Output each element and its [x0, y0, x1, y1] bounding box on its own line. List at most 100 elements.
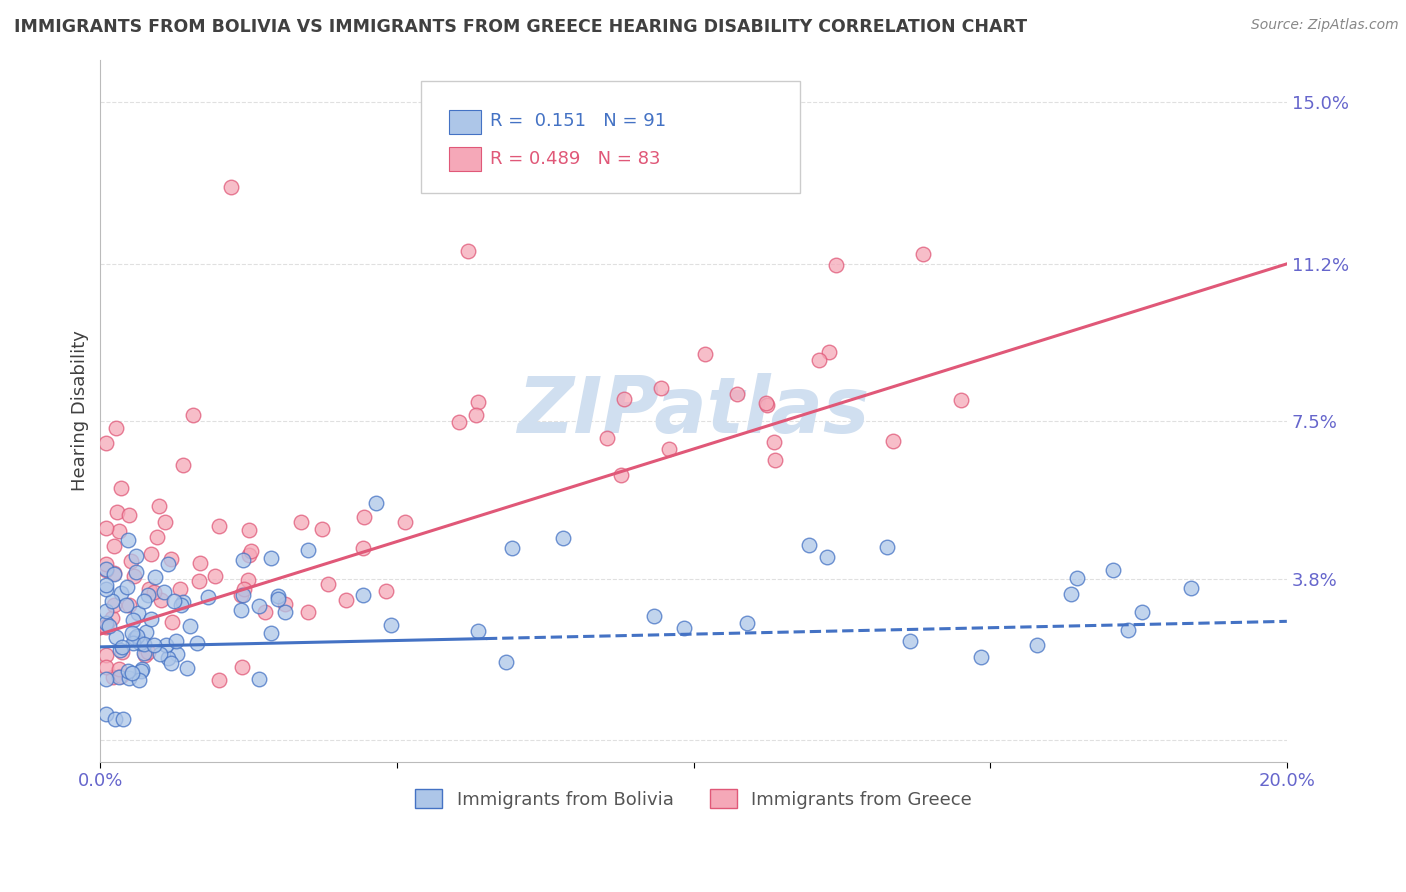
Point — [96, 582, 118, 596]
Point — [297, 543, 319, 558]
Point — [127, 606, 149, 620]
Point — [134, 648, 156, 663]
Point — [467, 395, 489, 409]
Point — [96, 673, 118, 687]
Point — [1130, 605, 1153, 619]
Point — [197, 591, 219, 605]
Point — [96, 616, 118, 631]
Point — [108, 663, 131, 677]
Legend: Immigrants from Bolivia, Immigrants from Greece: Immigrants from Bolivia, Immigrants from… — [408, 782, 979, 816]
Point — [824, 259, 846, 273]
Point — [233, 582, 256, 596]
Point — [122, 636, 145, 650]
Point — [232, 553, 254, 567]
Point — [267, 589, 290, 603]
Point — [366, 496, 388, 510]
Point — [125, 549, 148, 563]
Point — [236, 573, 259, 587]
Point — [107, 524, 129, 538]
Point — [172, 458, 194, 473]
Point — [290, 515, 312, 529]
Point — [96, 562, 118, 576]
Point — [96, 435, 118, 450]
Point — [238, 549, 260, 563]
FancyBboxPatch shape — [449, 147, 481, 171]
Point — [596, 431, 619, 445]
Point — [353, 510, 375, 524]
Point — [449, 415, 471, 429]
Point — [1026, 638, 1049, 652]
Point — [120, 554, 142, 568]
Point — [103, 598, 125, 612]
Point — [254, 605, 277, 619]
Point — [643, 609, 665, 624]
Point — [110, 481, 132, 495]
Point — [756, 398, 779, 412]
Point — [160, 552, 183, 566]
Point — [96, 564, 118, 578]
Point — [125, 629, 148, 643]
Point — [650, 380, 672, 394]
Point — [352, 588, 374, 602]
Point — [96, 619, 118, 633]
Point — [97, 619, 120, 633]
Point — [613, 392, 636, 407]
Point — [131, 662, 153, 676]
Point — [118, 671, 141, 685]
Point — [111, 645, 134, 659]
Point — [176, 661, 198, 675]
Point — [297, 605, 319, 619]
Point — [735, 616, 758, 631]
Point — [142, 639, 165, 653]
Point — [229, 602, 252, 616]
Point — [139, 547, 162, 561]
Point — [260, 625, 283, 640]
Point — [187, 574, 209, 588]
Point — [818, 345, 841, 359]
Text: ZIPatlas: ZIPatlas — [517, 373, 870, 449]
Point — [166, 647, 188, 661]
Point — [231, 589, 253, 603]
Point — [138, 582, 160, 596]
Point — [148, 499, 170, 513]
Point — [110, 669, 132, 683]
Point — [101, 611, 124, 625]
Point — [658, 442, 681, 456]
Point — [239, 543, 262, 558]
Point — [970, 650, 993, 665]
Point — [96, 706, 118, 721]
Point — [122, 569, 145, 583]
FancyBboxPatch shape — [449, 110, 481, 134]
Point — [763, 452, 786, 467]
Point — [1066, 571, 1088, 585]
Point — [160, 615, 183, 630]
Point — [139, 612, 162, 626]
Point — [156, 651, 179, 665]
Point — [467, 624, 489, 638]
Point — [797, 538, 820, 552]
Point — [136, 645, 159, 659]
Point — [1180, 582, 1202, 596]
Point — [763, 435, 786, 450]
Point — [695, 346, 717, 360]
Point — [610, 467, 633, 482]
Point — [380, 618, 402, 632]
Point — [266, 592, 288, 607]
Point — [163, 594, 186, 608]
Point — [815, 550, 838, 565]
Point — [188, 556, 211, 570]
Point — [186, 636, 208, 650]
Point — [110, 585, 132, 599]
Point — [118, 598, 141, 612]
Point — [103, 539, 125, 553]
Point — [231, 660, 253, 674]
Point — [274, 597, 297, 611]
Point — [394, 515, 416, 529]
Point — [553, 531, 575, 545]
Point — [96, 603, 118, 617]
Point — [117, 581, 139, 595]
Point — [108, 669, 131, 683]
Point — [117, 533, 139, 547]
Point — [949, 392, 972, 407]
Point — [104, 421, 127, 435]
